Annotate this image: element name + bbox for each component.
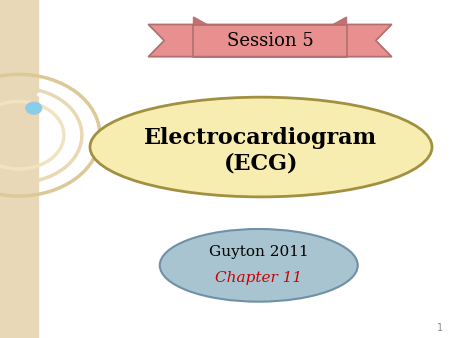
Text: Chapter 11: Chapter 11 — [215, 271, 302, 285]
Ellipse shape — [160, 229, 358, 301]
Text: 1: 1 — [437, 323, 443, 333]
Ellipse shape — [90, 97, 432, 197]
Text: Guyton 2011: Guyton 2011 — [209, 245, 309, 260]
Polygon shape — [194, 17, 207, 25]
Polygon shape — [333, 17, 346, 25]
Bar — [0, 0, 38, 338]
Circle shape — [37, 93, 42, 97]
Circle shape — [26, 102, 42, 114]
Text: (ECG): (ECG) — [224, 152, 298, 174]
Text: Session 5: Session 5 — [227, 31, 313, 50]
Polygon shape — [148, 25, 392, 57]
Text: Electrocardiogram: Electrocardiogram — [144, 127, 378, 149]
